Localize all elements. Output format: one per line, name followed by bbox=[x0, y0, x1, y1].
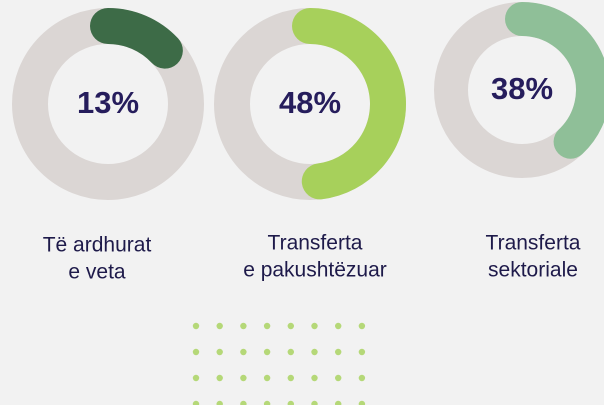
dot bbox=[216, 322, 223, 330]
category-label: e veta bbox=[68, 261, 126, 284]
dot bbox=[240, 348, 247, 356]
dot bbox=[358, 322, 366, 330]
dot bbox=[287, 348, 294, 356]
category-label: Transferta bbox=[486, 232, 581, 255]
percent-label: 38% bbox=[491, 71, 553, 106]
dot bbox=[192, 348, 200, 356]
dot bbox=[335, 400, 342, 405]
dot bbox=[287, 400, 294, 405]
dot bbox=[240, 374, 247, 382]
dot bbox=[335, 322, 342, 330]
dot bbox=[287, 374, 294, 382]
dot bbox=[192, 374, 200, 382]
dot bbox=[358, 400, 366, 405]
dot bbox=[263, 400, 271, 405]
donut-arc bbox=[505, 2, 604, 159]
dot bbox=[358, 374, 366, 382]
dot bbox=[287, 322, 294, 330]
dot bbox=[311, 374, 318, 382]
dot bbox=[335, 348, 342, 356]
dot bbox=[216, 374, 223, 382]
dot bbox=[335, 374, 342, 382]
category-label: sektoriale bbox=[488, 259, 578, 282]
dot bbox=[358, 348, 366, 356]
category-label: Transferta bbox=[268, 232, 363, 255]
percent-label: 13% bbox=[77, 85, 139, 120]
dot bbox=[216, 400, 223, 405]
percent-label: 48% bbox=[279, 85, 341, 120]
dot bbox=[192, 400, 200, 405]
dot bbox=[263, 348, 271, 356]
dot bbox=[311, 400, 318, 405]
dot bbox=[240, 322, 247, 330]
donut-arc bbox=[90, 8, 183, 69]
dot bbox=[192, 322, 200, 330]
donut-arc bbox=[292, 8, 406, 200]
dot bbox=[240, 400, 247, 405]
dot bbox=[216, 348, 223, 356]
category-label: e pakushtëzuar bbox=[243, 259, 387, 282]
dot bbox=[263, 322, 271, 330]
dot bbox=[263, 374, 271, 382]
dot bbox=[311, 322, 318, 330]
dot-pattern bbox=[192, 322, 366, 405]
category-label: Të ardhurat bbox=[43, 234, 152, 257]
dot bbox=[311, 348, 318, 356]
